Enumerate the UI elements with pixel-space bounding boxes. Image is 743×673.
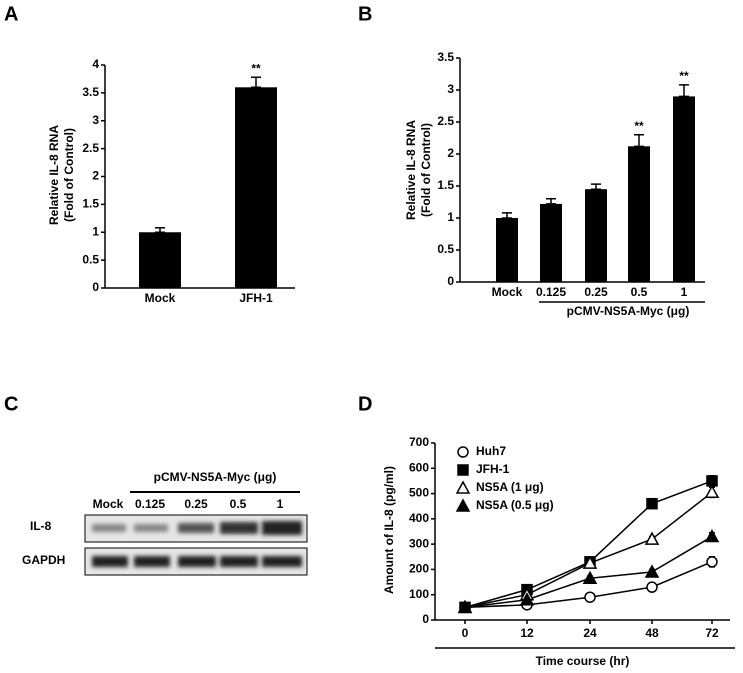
legend-label: JFH-1 bbox=[476, 462, 510, 476]
point bbox=[519, 592, 535, 606]
x-tick-label: 48 bbox=[645, 626, 659, 640]
error-bar bbox=[679, 84, 689, 98]
error-bar bbox=[591, 183, 601, 190]
y-tick-label: 2 bbox=[92, 169, 99, 183]
y-axis-label: Relative IL-8 RNA bbox=[404, 120, 418, 220]
legend-marker bbox=[457, 446, 469, 458]
y-tick-label: 3.5 bbox=[437, 50, 454, 64]
x-tick-label: 0.5 bbox=[631, 285, 648, 299]
y-tick-label: 0 bbox=[422, 612, 429, 626]
y-tick-label: 2 bbox=[447, 146, 454, 160]
lane-label: 0.125 bbox=[135, 497, 165, 511]
point bbox=[457, 599, 473, 614]
bands bbox=[92, 521, 302, 567]
y-tick-label: 0 bbox=[447, 274, 454, 288]
bar bbox=[585, 189, 607, 282]
row-label: IL-8 bbox=[30, 519, 52, 533]
group-label: pCMV-NS5A-Myc (μg) bbox=[154, 470, 277, 484]
legend-label: NS5A (0.5 μg) bbox=[476, 498, 554, 512]
y-tick-label: 400 bbox=[409, 511, 429, 525]
point bbox=[704, 484, 720, 499]
legend-label: Huh7 bbox=[476, 444, 506, 458]
y-tick-label: 1.5 bbox=[82, 197, 99, 211]
group-label: pCMV-NS5A-Myc (μg) bbox=[567, 304, 690, 318]
point bbox=[584, 591, 596, 603]
y-tick-label: 0.5 bbox=[437, 242, 454, 256]
row-label: GAPDH bbox=[22, 553, 65, 567]
bar bbox=[540, 203, 562, 282]
x-axis-label: Time course (hr) bbox=[536, 654, 630, 668]
x-tick-label: 72 bbox=[705, 626, 719, 640]
x-tick-label: 0 bbox=[462, 626, 469, 640]
x-tick-label: 24 bbox=[583, 626, 597, 640]
panel-label: D bbox=[358, 393, 372, 415]
y-tick-label: 300 bbox=[409, 536, 429, 550]
point bbox=[704, 528, 720, 543]
y-tick-label: 1.5 bbox=[437, 178, 454, 192]
legend-marker bbox=[457, 464, 469, 476]
point bbox=[644, 564, 660, 578]
y-tick-label: 2.5 bbox=[82, 141, 99, 155]
bar bbox=[139, 232, 181, 288]
y-axis-label: (Fold of Control) bbox=[62, 128, 76, 222]
y-axis-label: Relative IL-8 RNA bbox=[47, 125, 61, 225]
error-bar bbox=[155, 227, 165, 233]
bar bbox=[496, 218, 518, 282]
y-tick-label: 600 bbox=[409, 460, 429, 474]
x-tick-label: 0.125 bbox=[536, 285, 566, 299]
legend-marker bbox=[455, 498, 471, 512]
y-tick-label: 4 bbox=[92, 57, 99, 71]
legend-marker bbox=[455, 480, 471, 494]
x-tick-label: 1 bbox=[681, 285, 688, 299]
error-bar bbox=[251, 76, 261, 89]
point bbox=[646, 497, 658, 510]
point bbox=[644, 531, 660, 545]
y-axis-label: (Fold of Control) bbox=[419, 123, 433, 217]
y-tick-label: 100 bbox=[409, 587, 429, 601]
y-tick-label: 0 bbox=[92, 280, 99, 294]
bar bbox=[673, 96, 695, 283]
significance-label: ** bbox=[251, 61, 261, 75]
significance-label: ** bbox=[634, 119, 644, 133]
point bbox=[706, 556, 718, 568]
y-tick-label: 1 bbox=[447, 210, 454, 224]
y-tick-label: 2.5 bbox=[437, 114, 454, 128]
panel-label: C bbox=[4, 393, 18, 415]
x-tick-label: Mock bbox=[145, 291, 176, 305]
error-bar bbox=[546, 198, 556, 205]
lane-label: 0.5 bbox=[230, 497, 247, 511]
y-tick-label: 1 bbox=[92, 224, 99, 238]
panel-label: B bbox=[358, 3, 372, 25]
bar bbox=[235, 87, 277, 288]
y-tick-label: 0.5 bbox=[82, 252, 99, 266]
x-tick-label: 12 bbox=[520, 626, 534, 640]
error-bar bbox=[502, 212, 512, 219]
lane-label: 0.25 bbox=[184, 497, 208, 511]
x-tick-label: JFH-1 bbox=[239, 291, 273, 305]
legend-label: NS5A (1 μg) bbox=[476, 480, 544, 494]
x-tick-label: 0.25 bbox=[584, 285, 608, 299]
error-bar bbox=[634, 134, 644, 148]
y-tick-label: 3 bbox=[447, 82, 454, 96]
bar bbox=[628, 146, 650, 282]
panel-label: A bbox=[4, 3, 18, 25]
point bbox=[706, 475, 718, 487]
y-tick-label: 200 bbox=[409, 562, 429, 576]
y-tick-label: 700 bbox=[409, 435, 429, 449]
y-tick-label: 3 bbox=[92, 113, 99, 127]
significance-label: ** bbox=[679, 69, 689, 83]
point bbox=[582, 570, 598, 585]
y-tick-label: 500 bbox=[409, 486, 429, 500]
y-tick-label: 3.5 bbox=[82, 85, 99, 99]
x-tick-label: Mock bbox=[492, 285, 523, 299]
blot-panel: C pCMV-NS5A-Myc (μg) Mock 0.125 0.25 0.5… bbox=[4, 393, 308, 576]
y-axis-label: Amount of IL-8 (pg/ml) bbox=[382, 466, 396, 594]
lane-label: 1 bbox=[277, 497, 284, 511]
lane-label: Mock bbox=[93, 497, 124, 511]
point bbox=[646, 581, 658, 593]
point bbox=[582, 555, 598, 569]
